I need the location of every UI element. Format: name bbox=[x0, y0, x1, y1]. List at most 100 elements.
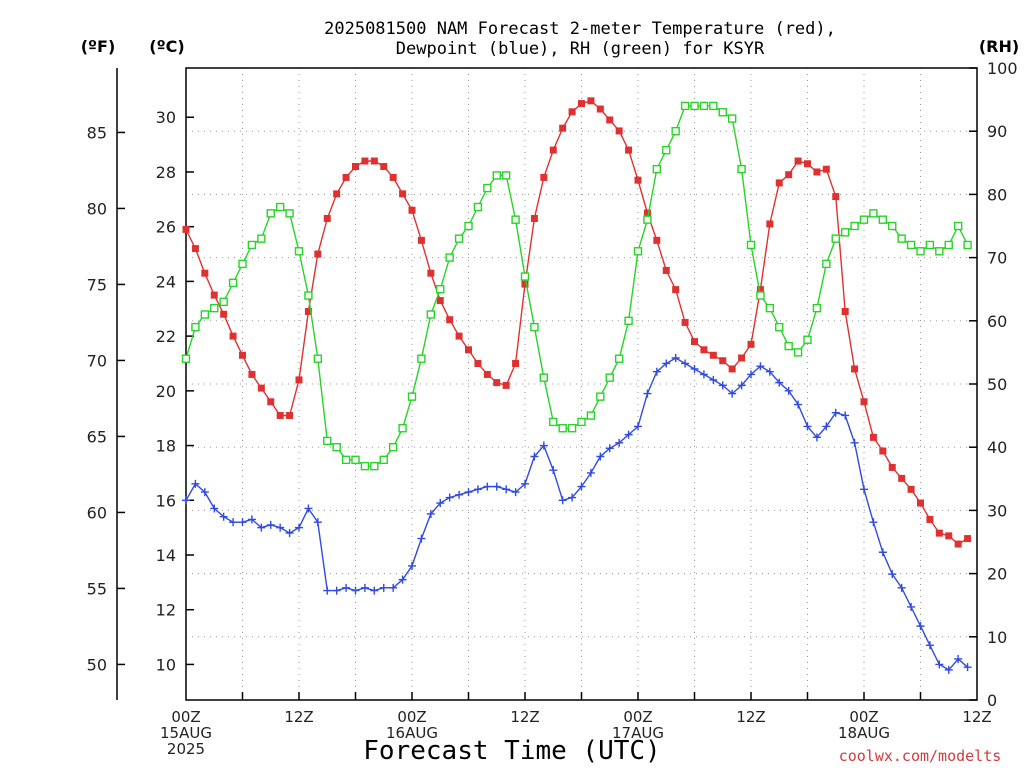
dewpoint-point bbox=[191, 479, 200, 488]
dewpoint-point bbox=[860, 485, 868, 494]
dewpoint-point bbox=[266, 520, 275, 529]
temperature-point bbox=[455, 332, 463, 340]
dewpoint-point bbox=[200, 488, 209, 497]
rh-point bbox=[662, 145, 671, 155]
rh-point bbox=[492, 171, 501, 180]
dewpoint-point bbox=[549, 466, 558, 475]
temperature-point bbox=[691, 338, 698, 346]
rh-point bbox=[501, 171, 511, 180]
dewpoint-point bbox=[822, 422, 831, 431]
rh-point bbox=[567, 424, 577, 433]
temperature-point bbox=[672, 286, 680, 294]
rh-unit-label: (RH) bbox=[979, 37, 1019, 56]
temperature-point bbox=[964, 535, 972, 543]
rh-point bbox=[445, 253, 454, 262]
rh-point bbox=[313, 354, 323, 363]
time-tick-label: 16AUG bbox=[386, 724, 438, 742]
temperature-point bbox=[389, 173, 397, 181]
temperature-point bbox=[709, 351, 717, 359]
rh-tick-label: 30 bbox=[987, 501, 1007, 520]
time-tick-label: 12Z bbox=[962, 708, 991, 726]
celsius-tick-label: 28 bbox=[156, 163, 176, 182]
x-axis-label: Forecast Time (UTC) bbox=[363, 736, 660, 766]
celsius-tick-label: 16 bbox=[156, 491, 176, 510]
dewpoint-point bbox=[445, 493, 454, 502]
rh-point bbox=[558, 424, 567, 433]
dewpoint-point bbox=[426, 509, 435, 518]
temperature-point bbox=[578, 100, 585, 108]
fahrenheit-axis: 50 55 60 65 70 75 80 85 bbox=[87, 123, 125, 674]
temperature-point bbox=[869, 433, 877, 441]
temperature-point bbox=[380, 162, 388, 170]
dewpoint-point bbox=[389, 583, 398, 592]
temperature-point bbox=[700, 346, 708, 354]
rh-point bbox=[718, 108, 727, 117]
dewpoint-point bbox=[408, 561, 416, 570]
fahrenheit-tick-label: 80 bbox=[87, 199, 107, 218]
rh-point bbox=[614, 354, 624, 363]
rh-point bbox=[888, 221, 897, 231]
dewpoint-point bbox=[182, 496, 190, 505]
celsius-tick-label: 30 bbox=[156, 108, 176, 127]
rh-tick-label: 80 bbox=[987, 185, 1007, 204]
dewpoint-point bbox=[295, 523, 303, 532]
celsius-tick-label: 10 bbox=[156, 655, 176, 674]
rh-tick-label: 90 bbox=[987, 122, 1007, 141]
temperature-point bbox=[794, 157, 802, 165]
rh-tick-label: 20 bbox=[987, 565, 1007, 584]
rh-point bbox=[822, 259, 831, 269]
celsius-tick-label: 12 bbox=[156, 601, 176, 620]
rh-point bbox=[238, 259, 247, 269]
rh-point bbox=[436, 285, 445, 294]
fahrenheit-tick-label: 50 bbox=[87, 655, 107, 674]
rh-point bbox=[285, 209, 294, 218]
rh-point bbox=[473, 202, 483, 212]
dewpoint-point bbox=[247, 515, 256, 524]
dewpoint-point bbox=[634, 422, 642, 431]
temperature-point bbox=[568, 108, 576, 116]
temperature-point bbox=[898, 474, 906, 482]
temperature-point bbox=[559, 124, 567, 132]
rh-point bbox=[228, 278, 238, 288]
dewpoint-point bbox=[313, 518, 322, 527]
dewpoint-point bbox=[596, 452, 605, 461]
temperature-point bbox=[370, 157, 378, 165]
dewpoint-point bbox=[229, 518, 238, 527]
rh-point bbox=[953, 221, 963, 231]
rh-point bbox=[756, 291, 765, 300]
temperature-point bbox=[822, 165, 830, 173]
temperature-point bbox=[888, 463, 896, 471]
dewpoint-point bbox=[417, 534, 426, 543]
dewpoint-point bbox=[878, 548, 887, 557]
dewpoint-point bbox=[925, 641, 934, 650]
fahrenheit-tick-label: 55 bbox=[87, 579, 107, 598]
temperature-point bbox=[549, 146, 557, 154]
dewpoint-point bbox=[568, 493, 577, 502]
time-tick-label: 15AUG bbox=[160, 724, 212, 742]
dewpoint-point bbox=[652, 367, 661, 376]
rh-tick-label: 10 bbox=[987, 628, 1007, 647]
rh-point bbox=[605, 373, 614, 382]
rh-point bbox=[727, 114, 737, 123]
temperature-point bbox=[446, 316, 454, 324]
temperature-point bbox=[813, 168, 821, 176]
rh-point bbox=[191, 322, 200, 332]
rh-point bbox=[454, 234, 464, 243]
temperature-point bbox=[935, 529, 943, 537]
celsius-tick-label: 18 bbox=[156, 437, 176, 456]
dewpoint-point bbox=[897, 583, 906, 592]
rh-point bbox=[426, 310, 436, 319]
rh-point bbox=[812, 303, 822, 313]
dewpoint-point bbox=[342, 583, 351, 592]
time-tick-label: 18AUG bbox=[838, 724, 890, 742]
rh-point bbox=[831, 234, 840, 243]
rh-point bbox=[304, 291, 313, 300]
dewpoint-point bbox=[483, 482, 492, 491]
temperature-point bbox=[625, 146, 633, 154]
dewpoint-point bbox=[210, 504, 219, 513]
temperature-point bbox=[220, 310, 228, 318]
temperature-point bbox=[634, 176, 642, 184]
temperature-point bbox=[521, 280, 529, 288]
rh-point bbox=[388, 443, 398, 452]
